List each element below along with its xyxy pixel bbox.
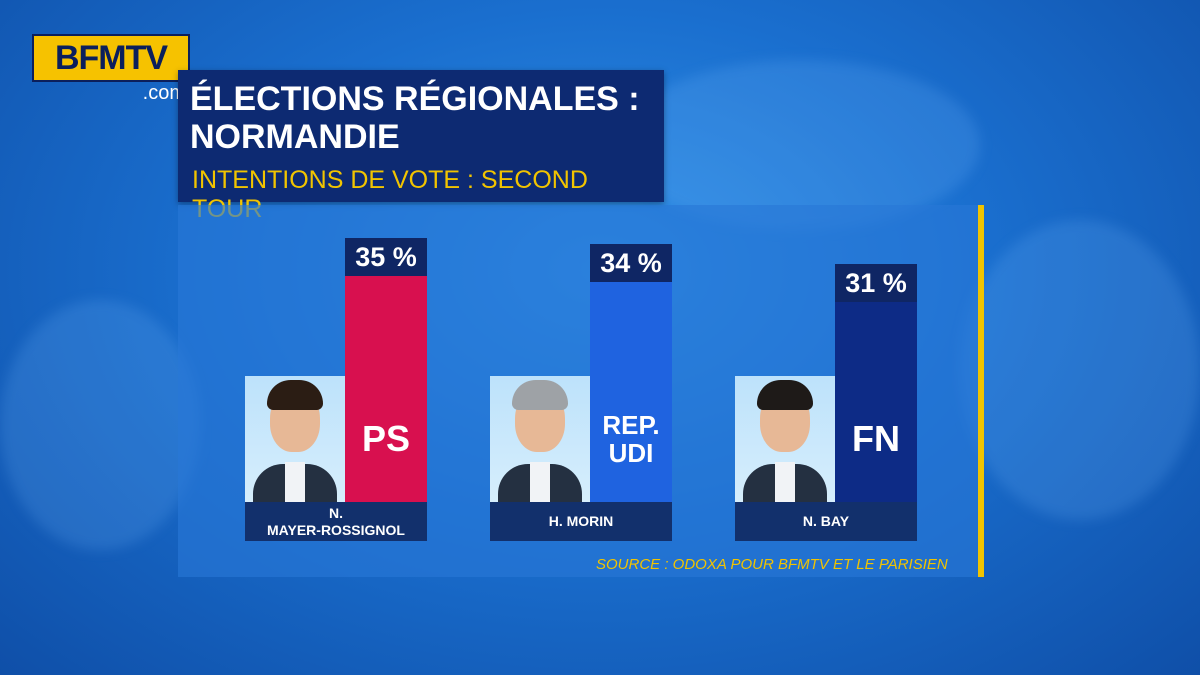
value-label: 34 % <box>590 244 672 282</box>
chart-title: ÉLECTIONS RÉGIONALES : NORMANDIE <box>190 80 640 156</box>
candidate-photo <box>735 376 835 502</box>
shirt-shape <box>285 462 305 502</box>
shirt-shape <box>775 462 795 502</box>
party-label: PS <box>361 418 411 459</box>
world-map-background <box>0 300 200 550</box>
candidate-name: N. BAY <box>735 502 917 541</box>
party-label: FN <box>852 418 900 459</box>
world-map-background <box>620 60 980 230</box>
bfmtv-logo: BFMTV .com <box>32 34 190 105</box>
hair-shape <box>757 380 813 410</box>
candidate-photo <box>490 376 590 502</box>
candidate-photo <box>245 376 345 502</box>
candidate-3: FN 31 % N. BAY <box>735 264 917 541</box>
candidate-1: PS 35 % N. MAYER-ROSSIGNOL <box>245 238 427 541</box>
party-label: REP. UDI <box>602 410 660 468</box>
candidate-name: N. MAYER-ROSSIGNOL <box>245 502 427 541</box>
logo-brand: BFMTV <box>32 34 190 82</box>
value-label: 31 % <box>835 264 917 302</box>
bar-2: REP. UDI <box>590 282 672 502</box>
chart-subtitle: INTENTIONS DE VOTE : SECOND TOUR <box>192 166 588 223</box>
value-label: 35 % <box>345 238 427 276</box>
hair-shape <box>512 380 568 410</box>
source-note: SOURCE : ODOXA POUR BFMTV ET LE PARISIEN <box>596 556 948 573</box>
candidate-name: H. MORIN <box>490 502 672 541</box>
title-box: ÉLECTIONS RÉGIONALES : NORMANDIE INTENTI… <box>178 70 664 223</box>
hair-shape <box>267 380 323 410</box>
logo-domain: .com <box>142 82 186 104</box>
bar-3: FN <box>835 302 917 502</box>
candidate-2: REP. UDI 34 % H. MORIN <box>490 244 672 541</box>
accent-line <box>978 205 984 577</box>
shirt-shape <box>530 462 550 502</box>
world-map-background <box>960 220 1200 520</box>
bar-1: PS <box>345 276 427 502</box>
